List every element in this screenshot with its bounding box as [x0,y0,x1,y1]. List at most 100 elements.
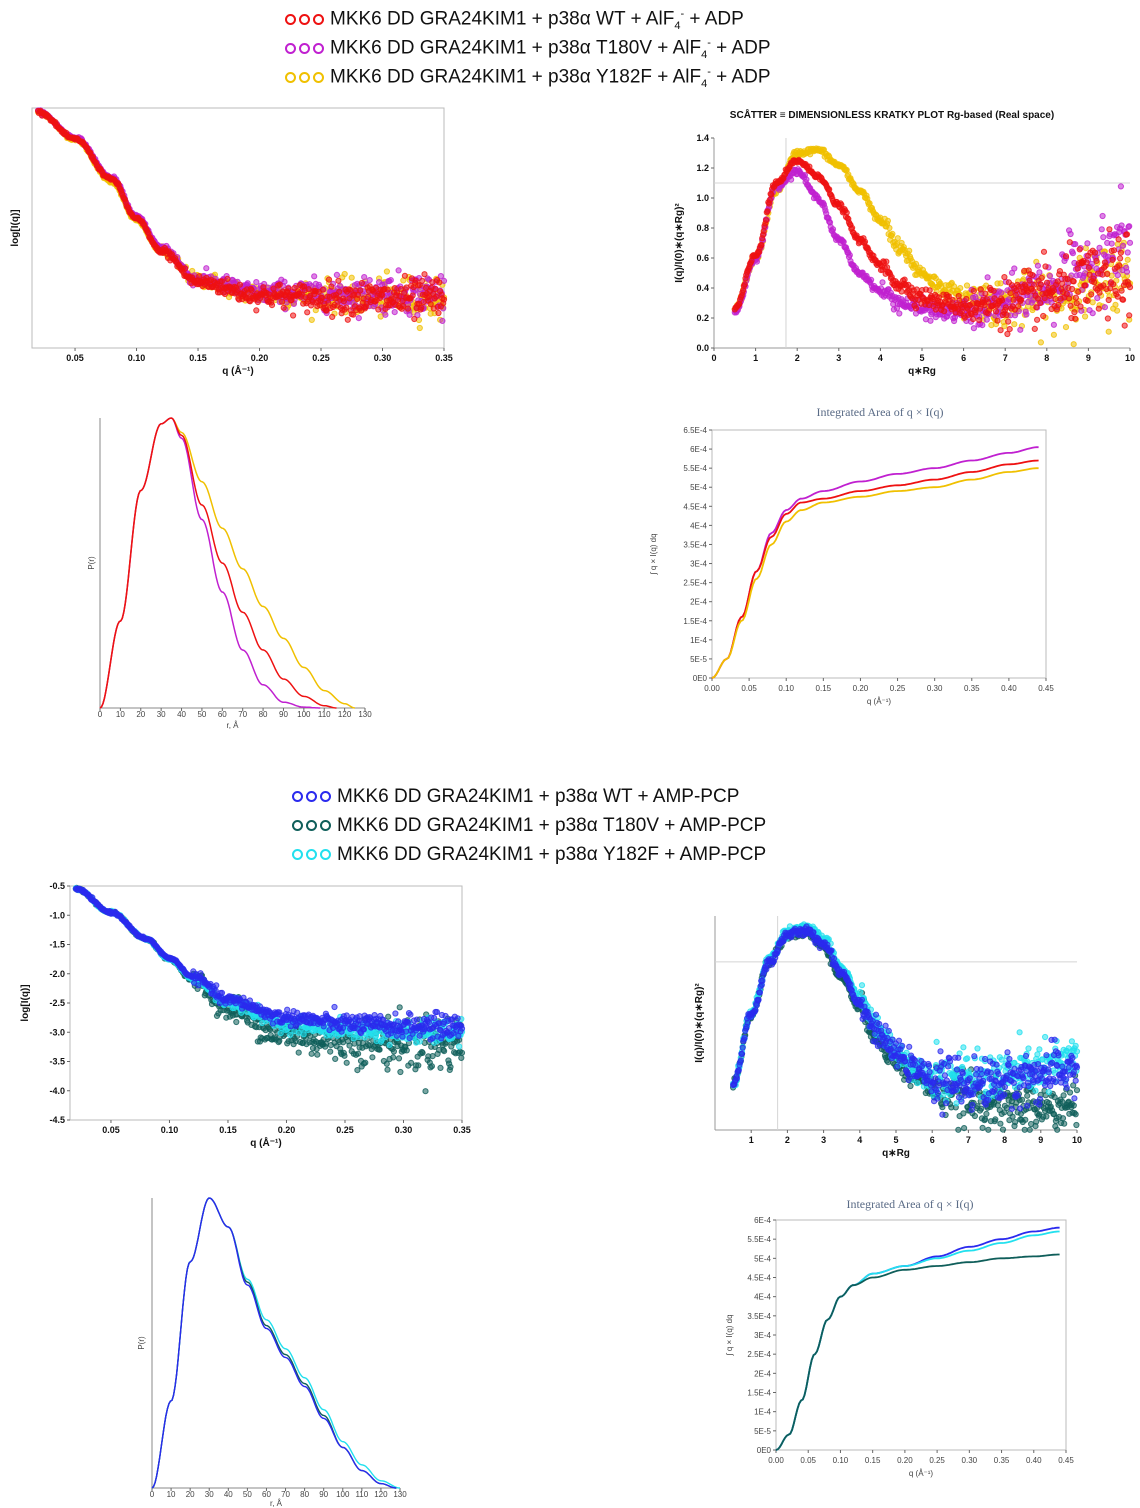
x-tick-label: 0.15 [189,353,207,363]
data-point [976,317,983,324]
legend-label: MKK6 DD GRA24KIM1 + p38α Y182F + AMP-PCP [337,844,767,866]
data-point [843,209,850,216]
data-point [1050,287,1057,294]
data-point [416,324,423,332]
data-point [341,270,348,278]
y-tick-label: 4.5E-4 [683,502,707,511]
y-tick-label: 5E-5 [690,655,707,664]
data-point [1126,284,1134,291]
y-tick-label: 6.5E-4 [683,426,707,435]
y-tick-label: 0.2 [696,313,709,323]
x-tick-label: 4 [857,1135,862,1145]
data-point [387,277,394,284]
data-point [385,1013,392,1020]
data-point [889,230,896,237]
data-point [336,288,343,295]
data-point [395,1018,402,1025]
data-point [332,1055,339,1062]
data-point [1126,312,1133,319]
y-tick-label: 1E-4 [690,636,707,645]
data-point [868,276,875,283]
data-point [768,191,775,198]
data-point [384,1066,391,1073]
data-point [276,281,283,288]
data-point [1069,250,1076,257]
legend-entry: MKK6 DD GRA24KIM1 + p38α Y182F + AlF4- +… [285,66,771,90]
data-point [1104,315,1111,322]
data-point [1059,280,1066,287]
data-point [1003,311,1010,319]
data-point [927,317,934,324]
x-tick-label: 2 [785,1135,790,1145]
data-point [1099,212,1106,220]
data-point [1011,321,1018,328]
legend-label: MKK6 DD GRA24KIM1 + p38α WT + AMP-PCP [337,786,740,808]
data-point [1100,234,1107,241]
legend-label-tail: + ADP [684,8,744,30]
data-point [1070,278,1077,285]
data-point [1104,271,1111,278]
data-point [1064,276,1071,283]
data-point [1094,295,1101,302]
chart-title: SCÅTTER ≡ DIMENSIONLESS KRATKY PLOT Rg-b… [730,108,1054,121]
data-point [233,1018,240,1026]
legend-subscript: 4 [674,20,681,33]
x-tick-label: 0.30 [374,353,392,363]
data-point [311,273,318,280]
data-point [399,1033,406,1040]
y-tick-label: 6E-4 [690,445,707,454]
data-point [983,316,990,323]
data-point [957,285,964,292]
data-point [1095,305,1102,312]
data-point [977,286,984,293]
data-point [1029,272,1036,279]
data-point [413,1016,420,1023]
data-point [458,1049,466,1056]
data-point [344,316,351,323]
x-tick-label: 0.05 [741,684,757,693]
data-point [419,277,426,284]
chart-top-kratky: 0 1 2 3 4 5 6 7 8 9 100.00.20.40.60.81.01.21.4q∗Rg… [674,108,1135,377]
series-0 [99,417,355,709]
x-tick-label: 0 [711,353,716,363]
data-point [406,1034,413,1042]
data-point [319,286,326,293]
data-point [320,1023,327,1030]
data-point [1023,311,1030,318]
y-tick-label: 1.2 [696,163,709,173]
legend-label: MKK6 DD GRA24KIM1 + p38α T180V + AMP-PCP [337,815,767,837]
y-tick-label: 2.5E-4 [683,579,707,588]
x-tick-label: 7 [1003,353,1008,363]
data-point [1075,288,1082,295]
data-point [343,304,350,311]
data-point [1082,313,1089,320]
data-point [1046,272,1054,280]
data-point [361,274,368,281]
data-point [1010,296,1017,303]
x-axis-label: q (Å⁻¹) [867,697,892,706]
data-point [1011,312,1019,319]
data-point [1020,276,1027,283]
data-point [280,304,287,311]
x-tick-label: 0.20 [251,353,269,363]
data-point [1002,304,1009,311]
data-point [218,989,226,997]
data-point [912,260,920,267]
y-axis-label: log[I(q)] [10,209,21,246]
data-point [1062,324,1070,331]
data-point [1084,297,1091,304]
legend-label-tail: + ADP [710,37,771,59]
x-tick-label: 0.20 [278,1125,296,1135]
data-point [1106,226,1113,233]
data-point [985,299,992,306]
x-tick-label: 90 [279,710,288,719]
chart-top-log-intensity: 0.05 0.10 0.15 0.20 0.25 0.30 0.35q (Å⁻¹)log[I… [10,107,453,377]
data-point [195,982,202,989]
data-point [788,176,795,183]
data-point [386,1041,393,1048]
x-tick-label: 40 [177,710,186,719]
legend-entry: MKK6 DD GRA24KIM1 + p38α WT + AlF4- + AD… [285,8,744,32]
data-point [212,987,219,994]
series-2 [35,107,448,323]
data-point [1096,289,1103,296]
